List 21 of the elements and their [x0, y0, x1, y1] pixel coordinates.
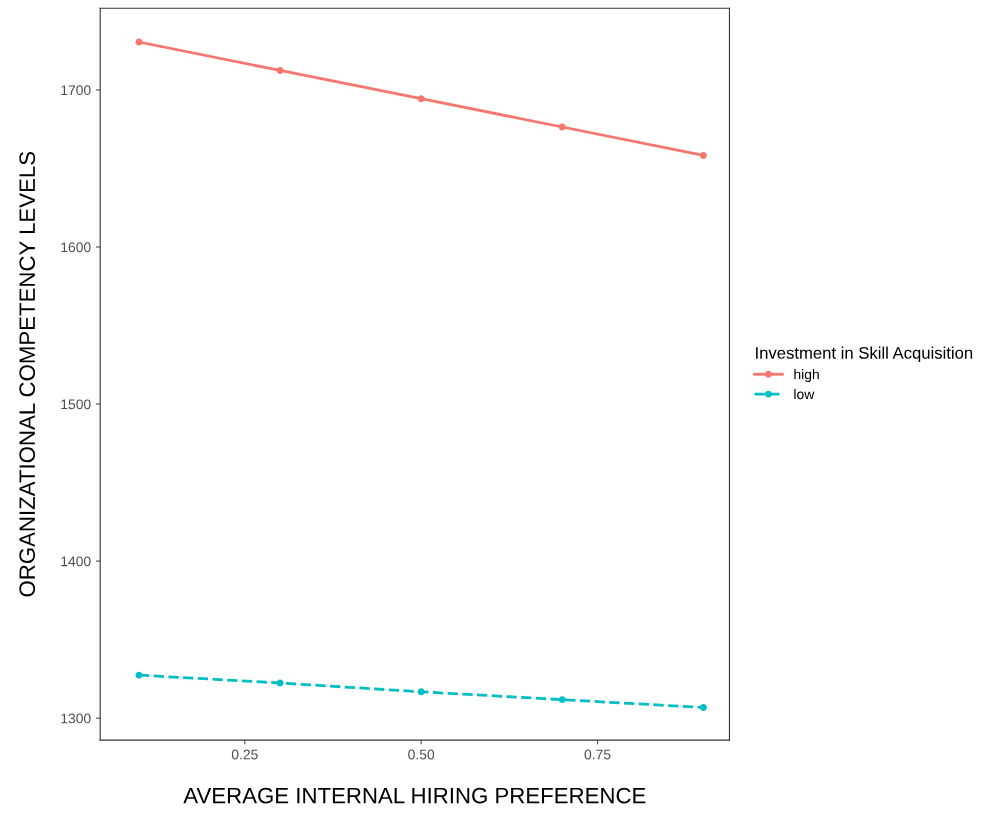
x-tick-label: 0.25	[231, 749, 258, 760]
y-axis-title: ORGANIZATIONAL COMPETENCY LEVELS	[19, 151, 36, 597]
legend-label: high	[794, 369, 819, 382]
point	[699, 151, 707, 159]
point	[276, 66, 284, 74]
y-tick-label: 1400	[61, 556, 91, 567]
y-tick-label: 1700	[61, 85, 91, 96]
legend-title: Investment in Skill Acquisition	[756, 346, 973, 363]
y-tick-label: 1500	[61, 399, 91, 410]
point	[699, 704, 707, 711]
point	[135, 671, 143, 679]
y-tick-label: 1300	[61, 713, 91, 724]
legend-label: low	[794, 388, 815, 400]
point	[558, 696, 566, 704]
point	[558, 123, 566, 131]
point	[417, 688, 425, 696]
x-tick-label: 0.75	[584, 749, 611, 760]
x-axis-title: AVERAGE INTERNAL HIRING PREFERENCE	[183, 787, 646, 804]
x-tick-label: 0.50	[408, 749, 435, 760]
point	[417, 95, 425, 103]
y-tick-label: 1600	[61, 242, 91, 253]
